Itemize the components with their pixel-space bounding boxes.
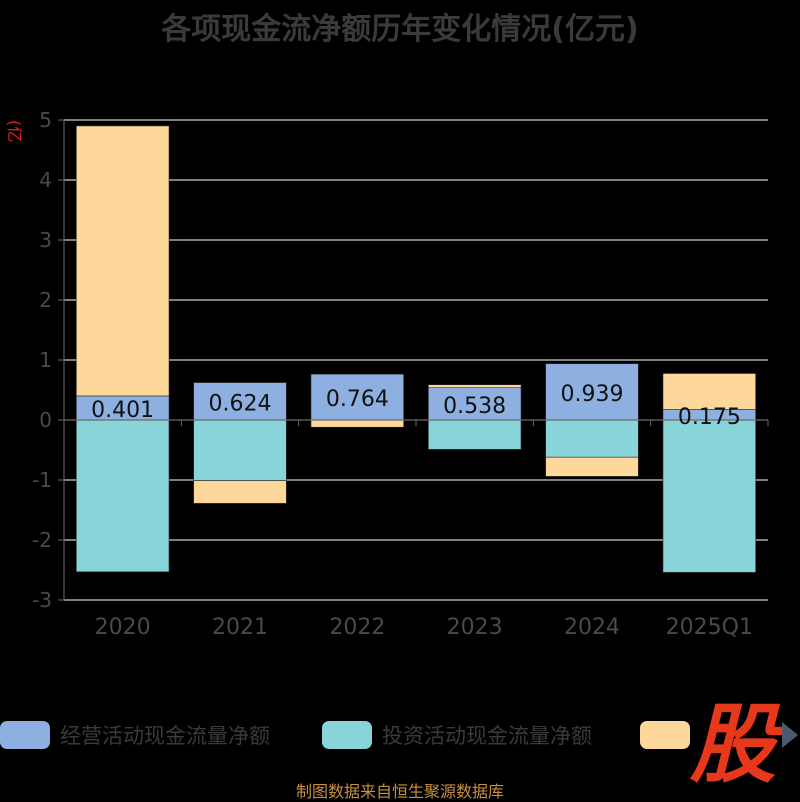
watermark-logo: 股	[690, 694, 776, 795]
x-tick-label: 2023	[447, 615, 503, 640]
y-tick-label: 3	[39, 228, 52, 252]
legend-item[interactable]: 经营活动现金流量净额	[0, 720, 270, 750]
legend-next-arrow-icon[interactable]	[782, 722, 798, 748]
bars	[76, 125, 756, 573]
financing-bar	[662, 373, 756, 410]
financing-bar	[310, 419, 404, 428]
data-label: 0.764	[326, 387, 389, 412]
y-axis-ticks: -3 -2 -1 0 1 2 3 4 5	[32, 108, 65, 612]
grid-lines	[64, 119, 768, 601]
investing-bar	[76, 419, 170, 573]
legend-item[interactable]: 投资活动现金流量净额	[322, 720, 592, 750]
investing-bar	[193, 419, 287, 481]
data-label: 0.538	[443, 394, 506, 419]
y-tick-label: -3	[32, 588, 52, 612]
legend: 经营活动现金流量净额 投资活动现金流量净额	[0, 710, 800, 760]
y-tick-label: 0	[39, 408, 52, 432]
legend-item[interactable]	[640, 720, 690, 750]
investing-bar	[662, 419, 756, 573]
y-tick-label: 2	[39, 288, 52, 312]
x-axis-labels: 2020 2021 2022 2023 2024 2025Q1	[95, 615, 753, 640]
financing-bar	[545, 456, 639, 477]
operating-bar	[76, 395, 170, 421]
operating-bar	[310, 373, 404, 421]
financing-bar	[428, 384, 522, 389]
data-source-note: 制图数据来自恒生聚源数据库	[295, 782, 504, 801]
y-tick-label: -2	[32, 528, 52, 552]
y-tick-label: 1	[39, 348, 52, 372]
data-label: 0.401	[91, 398, 154, 423]
investing-bar	[545, 419, 639, 458]
y-tick-label: 4	[39, 168, 52, 192]
data-labels: 0.401 0.624 0.764 0.538 0.939 0.175	[91, 382, 741, 430]
legend-label: 经营活动现金流量净额	[60, 724, 270, 748]
data-label: 0.624	[209, 391, 272, 416]
legend-swatch	[0, 721, 50, 749]
chart-title: 各项现金流净额历年变化情况(亿元)	[161, 12, 639, 47]
x-tick-label: 2025Q1	[666, 615, 753, 640]
x-tick-label: 2021	[212, 615, 268, 640]
y-tick-label: 5	[39, 108, 52, 132]
operating-bar	[193, 382, 287, 421]
financing-bar	[76, 125, 170, 397]
x-tick-label: 2020	[95, 615, 151, 640]
data-label: 0.939	[561, 382, 624, 407]
legend-swatch	[322, 721, 372, 749]
financing-bar	[193, 480, 287, 504]
x-axis	[63, 419, 769, 426]
investing-bar	[428, 419, 522, 450]
x-tick-label: 2024	[564, 615, 620, 640]
data-label: 0.175	[678, 405, 741, 430]
legend-label: 投资活动现金流量净额	[382, 724, 592, 748]
x-tick-label: 2022	[329, 615, 385, 640]
y-tick-label: -1	[32, 468, 52, 492]
legend-swatch	[640, 721, 690, 749]
operating-bar	[545, 363, 639, 421]
